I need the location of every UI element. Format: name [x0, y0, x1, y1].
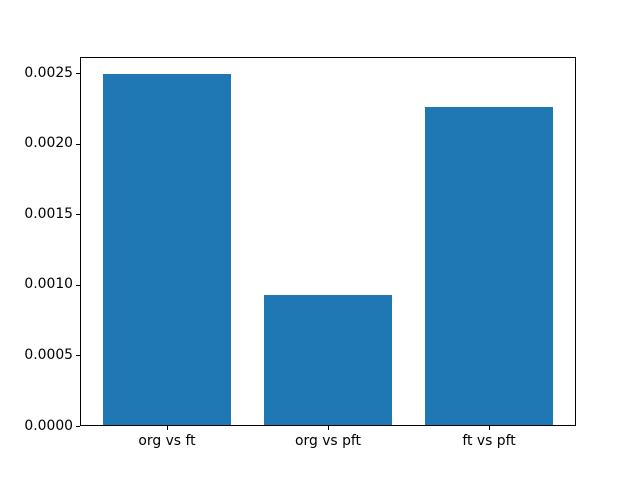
x-tick-org-vs-pft	[328, 426, 329, 430]
y-tick-0.0010	[76, 284, 80, 286]
y-tick-0.0020	[76, 143, 80, 145]
x-tick-ft-vs-pft	[489, 426, 491, 430]
y-tick-label-0.0020: 0.0020	[24, 135, 73, 152]
y-tick-0.0015	[76, 214, 80, 216]
x-tick-label-org-vs-ft: org vs ft	[138, 433, 196, 449]
x-tick-label-org-vs-pft: org vs pft	[295, 433, 361, 449]
bar-org-vs-ft	[102, 74, 232, 425]
x-tick-org-vs-ft	[166, 426, 168, 430]
y-tick-label-0.0015: 0.0015	[24, 205, 73, 222]
y-tick-label-0.0005: 0.0005	[24, 346, 73, 363]
x-tick-label-ft-vs-pft: ft vs pft	[462, 433, 516, 449]
y-tick-label-0.0000: 0.0000	[24, 417, 73, 434]
y-tick-label-0.0010: 0.0010	[24, 276, 73, 293]
bar-org-vs-pft	[263, 294, 393, 425]
y-tick-0.0000	[76, 426, 80, 427]
y-tick-0.0025	[76, 73, 80, 75]
y-tick-0.0005	[76, 355, 80, 357]
y-tick-label-0.0025: 0.0025	[24, 64, 73, 81]
bar-ft-vs-pft	[424, 106, 554, 425]
